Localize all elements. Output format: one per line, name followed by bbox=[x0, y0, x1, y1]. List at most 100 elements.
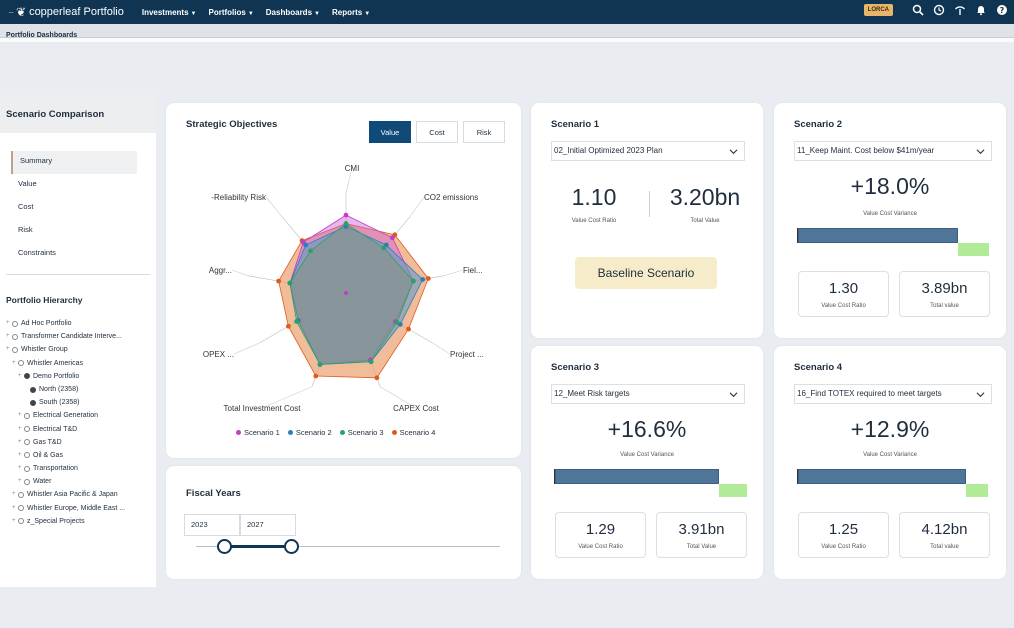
app-logo[interactable]: ··· ❦ copperleaf Portfolio bbox=[8, 5, 124, 19]
toggle-risk[interactable]: Risk bbox=[463, 121, 505, 143]
scenario-4-total: 4.12bn bbox=[921, 521, 968, 538]
tree-item[interactable]: + Electrical Generation bbox=[0, 409, 156, 422]
scenario-1-title: Scenario 1 bbox=[551, 119, 600, 130]
tree-expand-icon[interactable]: + bbox=[18, 438, 22, 445]
tree-expand-icon[interactable]: + bbox=[18, 465, 22, 472]
tree-item[interactable]: + Whistler Asia Pacific & Japan bbox=[0, 488, 156, 501]
tree-expand-icon[interactable]: + bbox=[18, 425, 22, 432]
fiscal-end-input[interactable]: 2027 bbox=[240, 514, 296, 536]
toggle-cost[interactable]: Cost bbox=[416, 121, 458, 143]
tree-item[interactable]: + z_Special Projects bbox=[0, 515, 156, 528]
caret-down-icon: ▼ bbox=[364, 10, 371, 17]
sidebar-item-value[interactable]: Value bbox=[18, 179, 37, 188]
tree-item[interactable]: + Whistler Americas bbox=[0, 357, 156, 370]
tree-item[interactable]: + Oil & Gas bbox=[0, 449, 156, 462]
search-icon[interactable] bbox=[912, 4, 924, 16]
sidebar-item-cost[interactable]: Cost bbox=[18, 202, 34, 211]
tree-item[interactable]: + Whistler Group bbox=[0, 343, 156, 356]
fiscal-start-input[interactable]: 2023 bbox=[184, 514, 240, 536]
legend-item[interactable]: Scenario 3 bbox=[339, 428, 384, 437]
sidebar-title: Scenario Comparison bbox=[0, 95, 156, 133]
tree-expand-icon[interactable]: + bbox=[12, 504, 16, 511]
scenario-4-variance-bar bbox=[966, 484, 988, 497]
tree-node-icon bbox=[18, 360, 24, 367]
tree-expand-icon[interactable]: + bbox=[12, 491, 16, 498]
nav-dashboards[interactable]: Dashboards ▼ bbox=[265, 7, 320, 17]
scenario-4-card: Scenario 4 16_Find TOTEX required to mee… bbox=[774, 346, 1006, 579]
tree-expand-icon[interactable]: + bbox=[12, 517, 16, 524]
scenario-1-vcr-label: Value Cost Ratio bbox=[571, 218, 617, 224]
signal-icon[interactable] bbox=[954, 4, 966, 16]
radar-axis-label: CAPEX Cost bbox=[393, 404, 440, 413]
tree-item[interactable]: North (2358) bbox=[0, 383, 156, 396]
tree-item-label: North (2358) bbox=[39, 385, 79, 393]
scenario-2-total: 3.89bn bbox=[921, 280, 968, 297]
scenario-3-dropdown[interactable]: 12_Meet Risk targets bbox=[551, 384, 745, 404]
radar-leader-line bbox=[432, 342, 451, 355]
radar-point bbox=[420, 277, 426, 282]
tree-expand-icon[interactable]: + bbox=[6, 333, 10, 340]
fiscal-slider-track[interactable] bbox=[196, 546, 500, 547]
tree-item[interactable]: + Gas T&D bbox=[0, 436, 156, 449]
scenario-4-dropdown[interactable]: 16_Find TOTEX required to meet targets bbox=[794, 384, 992, 404]
tree-node-icon bbox=[24, 439, 30, 446]
legend-item[interactable]: Scenario 1 bbox=[236, 428, 280, 437]
scenario-3-total-box: 3.91bn Total Value bbox=[656, 512, 747, 558]
tree-item[interactable]: + Water bbox=[0, 475, 156, 488]
tree-item[interactable]: + Demo Portfolio bbox=[0, 370, 156, 383]
tree-item[interactable]: + Transformer Candidate Interve... bbox=[0, 330, 156, 343]
scenario-3-variance-bar bbox=[719, 484, 747, 497]
history-icon[interactable] bbox=[933, 4, 945, 16]
tree-item[interactable]: + Transportation bbox=[0, 462, 156, 475]
nav-reports[interactable]: Reports ▼ bbox=[331, 7, 371, 17]
radar-point bbox=[294, 319, 300, 324]
sidebar-item-constraints[interactable]: Constraints bbox=[18, 248, 56, 257]
fiscal-slider-start-handle[interactable] bbox=[217, 539, 232, 554]
nav-portfolios[interactable]: Portfolios ▼ bbox=[208, 7, 254, 17]
tree-item[interactable]: South (2358) bbox=[0, 396, 156, 409]
baseline-scenario-button[interactable]: Baseline Scenario bbox=[575, 257, 717, 289]
scenario-3-card: Scenario 3 12_Meet Risk targets +16.6% V… bbox=[531, 346, 763, 579]
tree-expand-icon[interactable]: + bbox=[6, 320, 10, 326]
portfolio-hierarchy-title: Portfolio Hierarchy bbox=[6, 295, 83, 305]
radar-axis-label: CO2 emissions bbox=[424, 193, 478, 202]
scenario-3-vcr: 1.29 bbox=[585, 521, 616, 538]
toggle-value[interactable]: Value bbox=[369, 121, 411, 143]
radar-axis-label: Fiel... bbox=[463, 266, 483, 275]
scenario-3-title: Scenario 3 bbox=[551, 362, 600, 373]
chevron-down-icon bbox=[976, 149, 985, 155]
strategic-objectives-title: Strategic Objectives bbox=[186, 119, 278, 130]
scenario-2-dropdown[interactable]: 11_Keep Maint. Cost below $41m/year bbox=[794, 141, 992, 161]
fiscal-years-title: Fiscal Years bbox=[186, 488, 241, 499]
nav-investments[interactable]: Investments ▼ bbox=[141, 7, 197, 17]
legend-dot-icon bbox=[339, 430, 345, 435]
tree-expand-icon[interactable]: + bbox=[18, 451, 22, 458]
legend-item[interactable]: Scenario 4 bbox=[391, 428, 435, 437]
fiscal-slider-range bbox=[225, 545, 292, 548]
app-logo-text: copperleaf Portfolio bbox=[29, 6, 124, 18]
scenario-1-total-label: Total Value bbox=[690, 218, 720, 224]
tree-expand-icon[interactable]: + bbox=[12, 359, 16, 366]
scenario-4-baseline-bar bbox=[798, 469, 966, 484]
scenario-3-vcr-label: Value Cost Ratio bbox=[578, 544, 623, 550]
tree-item[interactable]: + Electrical T&D bbox=[0, 423, 156, 436]
radar-series-area bbox=[289, 223, 414, 365]
tree-expand-icon[interactable]: + bbox=[18, 372, 22, 379]
tree-node-icon bbox=[30, 386, 36, 393]
fiscal-slider-end-handle[interactable] bbox=[284, 539, 299, 554]
tree-node-icon bbox=[24, 478, 30, 485]
sidebar-item-summary[interactable]: Summary bbox=[11, 151, 137, 174]
scenario-1-dropdown[interactable]: 02_Initial Optimized 2023 Plan bbox=[551, 141, 745, 161]
tree-expand-icon[interactable]: + bbox=[18, 478, 22, 485]
scenario-2-total-box: 3.89bn Total value bbox=[899, 271, 990, 317]
tree-expand-icon[interactable]: + bbox=[18, 412, 22, 419]
radar-point bbox=[374, 375, 380, 381]
bell-icon[interactable] bbox=[975, 4, 987, 16]
scenario-3-vcr-box: 1.29 Value Cost Ratio bbox=[555, 512, 646, 558]
tree-item[interactable]: + Ad Hoc Portfolio bbox=[0, 317, 156, 330]
tree-item[interactable]: + Whistler Europe, Middle East ... bbox=[0, 502, 156, 515]
sidebar-item-risk[interactable]: Risk bbox=[18, 225, 33, 234]
legend-item[interactable]: Scenario 2 bbox=[287, 428, 332, 437]
help-icon[interactable]: ? bbox=[996, 4, 1008, 16]
tree-expand-icon[interactable]: + bbox=[6, 346, 10, 353]
